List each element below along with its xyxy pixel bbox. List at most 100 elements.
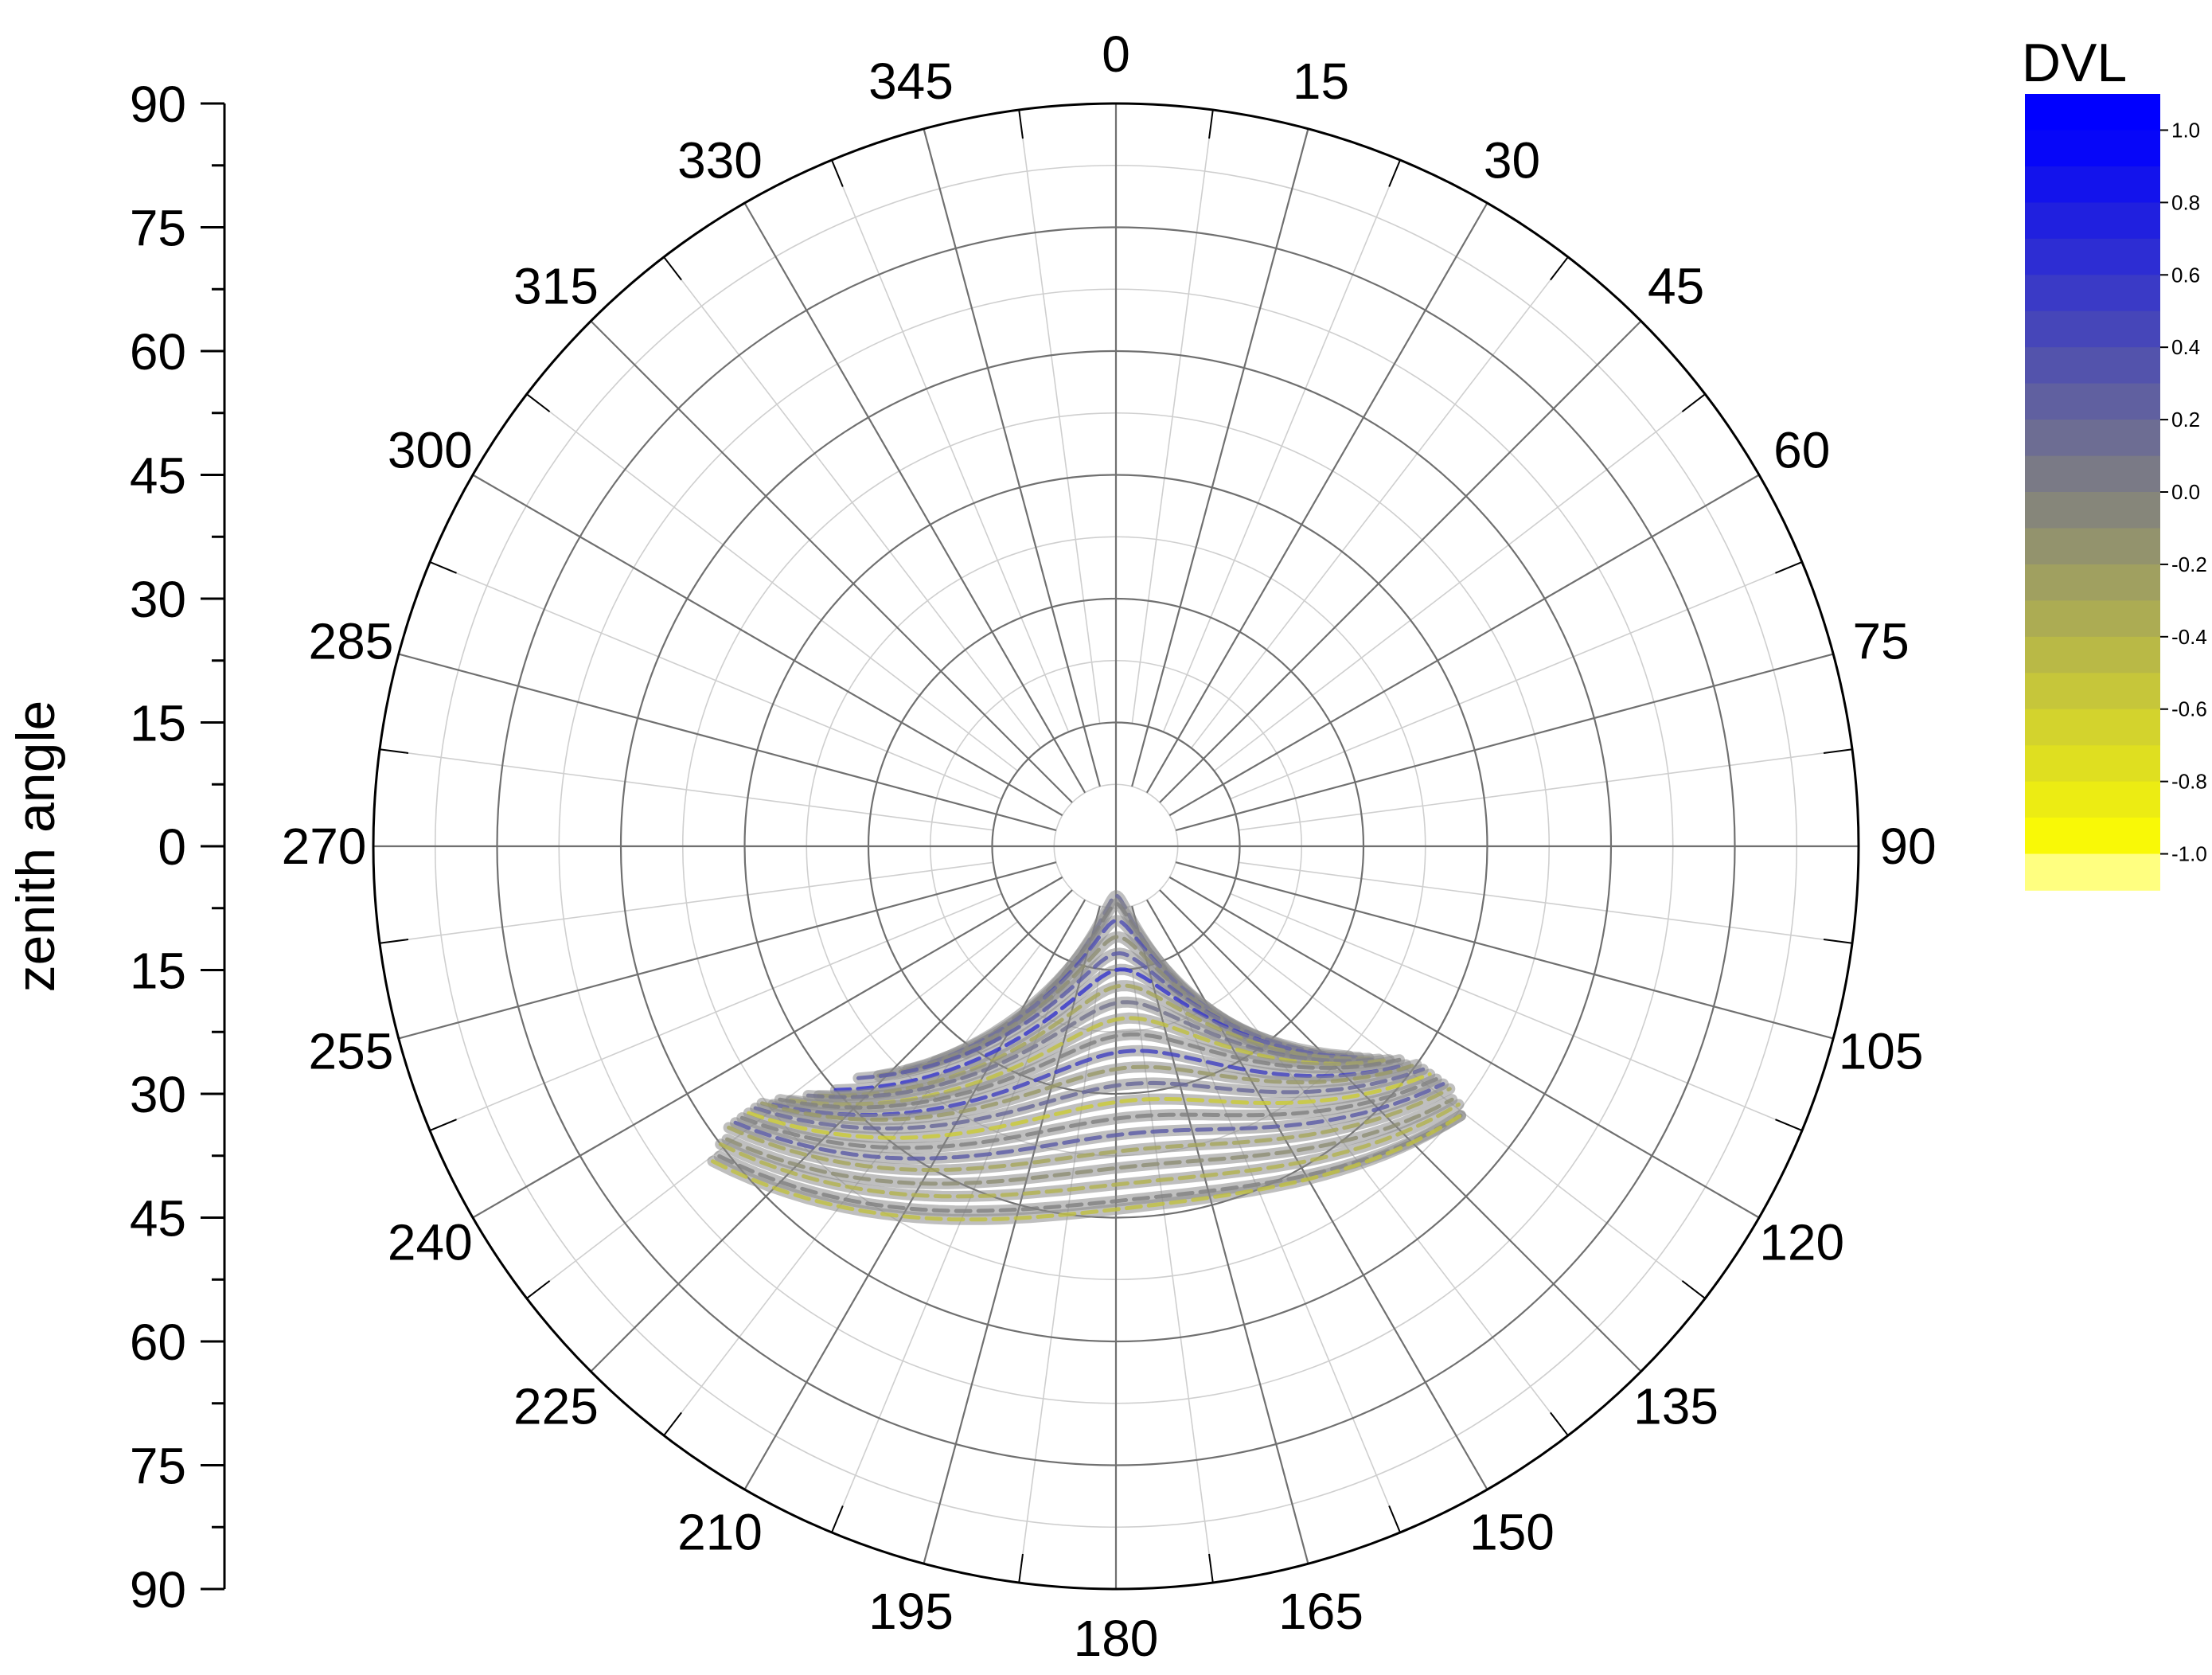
angular-tick-label: 330 (677, 131, 763, 189)
grid-spoke-minor (1239, 748, 1853, 831)
polar-grid-major (373, 103, 1859, 1589)
rim-tick (1775, 561, 1803, 574)
data-track-highlight (733, 1082, 1445, 1161)
colorbar-band (2025, 166, 2160, 204)
colorbar-tick-label: 1.0 (2171, 118, 2200, 142)
grid-spoke-major (398, 861, 1057, 1040)
colorbar: 1.0 0.8 0.6 0.4 0.2 0.0 -0.2 -0.4 -0.6 -0.8 -1.0 (2025, 94, 2207, 891)
colorbar-tick-label: 0.6 (2171, 263, 2200, 287)
rim-tick (663, 256, 682, 281)
colorbar-band (2025, 528, 2160, 565)
colorbar-band (2025, 455, 2160, 493)
grid-spoke-major (923, 128, 1101, 787)
grid-spoke-major (743, 202, 1086, 794)
rim-tick (1775, 1119, 1803, 1131)
colorbar-tick-label: 0.0 (2171, 480, 2200, 504)
data-track-highlight (789, 1016, 1391, 1107)
angular-tick-label: 210 (677, 1504, 763, 1561)
data-track-highlight (778, 1032, 1402, 1110)
grid-spoke-major (1175, 861, 1834, 1040)
radial-tick-label: 15 (130, 943, 186, 1000)
grid-spoke-minor (379, 748, 993, 831)
rim-tick (1823, 939, 1853, 944)
colorbar-tick-label: -0.6 (2171, 697, 2207, 721)
angular-tick-label: 270 (282, 818, 367, 875)
colorbar-band (2025, 564, 2160, 602)
colorbar-band (2025, 673, 2160, 710)
radial-tick-label: 30 (130, 571, 186, 628)
colorbar-band (2025, 492, 2160, 529)
angular-tick-label: 30 (1484, 131, 1540, 189)
colorbar-band (2025, 853, 2160, 891)
radial-tick-label: 45 (130, 1190, 186, 1247)
colorbar-band (2025, 130, 2160, 167)
rim-tick (1823, 748, 1853, 754)
angular-tick-label: 285 (309, 612, 394, 670)
rim-tick (526, 393, 551, 412)
rim-tick (663, 1411, 682, 1436)
radial-axis-title: zenith angle (6, 701, 66, 993)
data-track-highlight (725, 1097, 1454, 1186)
colorbar-band (2025, 202, 2160, 240)
grid-spoke-minor (1191, 256, 1569, 749)
angular-tick-label: 75 (1853, 612, 1910, 670)
radial-tick-label: 90 (130, 1561, 186, 1618)
radial-tick-label: 30 (130, 1066, 186, 1123)
rim-tick (379, 748, 409, 754)
angular-tick-label: 195 (868, 1583, 954, 1640)
angular-tick-label: 0 (1102, 25, 1130, 83)
colorbar-tick-label: 0.4 (2171, 335, 2200, 359)
grid-spoke-minor (1230, 561, 1803, 800)
angular-tick-label: 60 (1773, 422, 1830, 479)
colorbar-band (2025, 745, 2160, 783)
colorbar-band (2025, 781, 2160, 818)
grid-spoke-minor (831, 159, 1070, 732)
colorbar-band (2025, 347, 2160, 385)
grid-spoke-minor (1162, 159, 1401, 732)
radial-tick-label: 75 (130, 1438, 186, 1495)
angular-tick-label: 135 (1633, 1378, 1718, 1435)
grid-spoke-minor (1239, 861, 1853, 944)
radial-tick-label: 90 (130, 76, 186, 133)
polar-outer-rim (372, 102, 1860, 1591)
colorbar-tick-label: -0.8 (2171, 770, 2207, 794)
radial-tick-label: 60 (130, 323, 186, 381)
data-track-highlight (739, 1077, 1439, 1150)
radial-tick-label: 45 (130, 447, 186, 505)
radial-tick-label: 75 (130, 200, 186, 257)
angular-tick-label: 315 (513, 257, 599, 314)
grid-spoke-minor (663, 256, 1041, 749)
outer-circle (372, 102, 1860, 1591)
grid-spoke-minor (379, 861, 993, 944)
colorbar-band (2025, 383, 2160, 420)
colorbar-tick-label: 0.2 (2171, 408, 2200, 431)
data-track-highlight (760, 1062, 1418, 1123)
rim-tick (1018, 1553, 1024, 1583)
radial-tick-label: 15 (130, 695, 186, 752)
data-track-highlight (753, 1067, 1426, 1131)
radial-axis: 90 75 60 45 30 15 0 15 30 45 60 75 90 (130, 76, 226, 1618)
grid-spoke-major (1168, 474, 1760, 817)
colorbar-band (2025, 818, 2160, 855)
rim-tick (831, 159, 844, 187)
rim-tick (1550, 1411, 1569, 1436)
rim-tick (831, 1505, 844, 1533)
rim-tick (1681, 393, 1706, 412)
grid-spoke-minor (526, 393, 1019, 771)
grid-spoke-major (472, 876, 1063, 1219)
rim-tick (429, 1119, 457, 1131)
angular-tick-label: 225 (513, 1378, 599, 1435)
rim-tick (1681, 1280, 1706, 1299)
grid-spoke-major (1175, 653, 1834, 831)
rim-tick (1388, 159, 1401, 187)
angular-tick-label: 300 (388, 422, 473, 479)
angular-tick-label: 15 (1293, 53, 1349, 110)
data-track-highlight (771, 1048, 1408, 1118)
rim-tick (526, 1280, 551, 1299)
colorbar-band (2025, 238, 2160, 276)
colorbar-band (2025, 94, 2160, 131)
grid-spoke-major (1131, 128, 1309, 787)
radial-tick-label: 60 (130, 1314, 186, 1371)
grid-spoke-major (1145, 202, 1488, 794)
